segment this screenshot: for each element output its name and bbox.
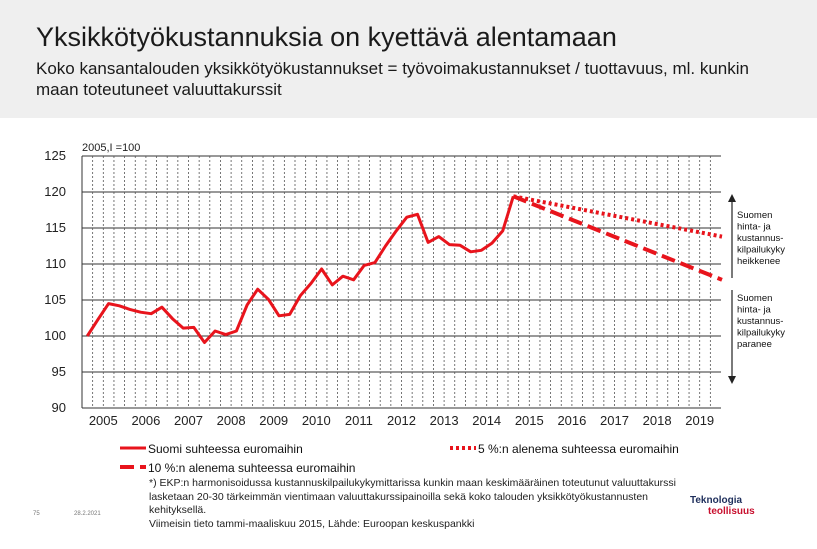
x-tick-label: 2014 [472,413,501,428]
annotation-text-worse: kustannus- [737,233,783,244]
annotation-text-worse: heikkenee [737,256,780,267]
slide-number: 75 [33,511,40,517]
x-tick-label: 2019 [685,413,714,428]
annotation-text-better: kilpailukyky [737,328,785,339]
slide-date: 28.2.2021 [74,511,101,517]
page-subtitle: Koko kansantalouden yksikkötyökustannuks… [36,59,749,99]
annotation-text-better: Suomen [737,293,772,304]
y-tick-label: 95 [52,364,66,379]
annotation-text-worse: Suomen [737,210,772,221]
footnote-line: lasketaan 20-30 tärkeimmän vientimaan va… [149,490,649,503]
x-tick-label: 2006 [131,413,160,428]
annotation-text-better: paranee [737,339,772,350]
footnote-line: kehityksellä. [149,504,207,516]
x-tick-label: 2005 [89,413,118,428]
y-tick-label: 115 [45,220,66,235]
footnote: *) EKP:n harmonisoidussa kustannuskilpai… [149,477,677,531]
y-tick-label: 90 [52,400,66,415]
legend-label: Suomi suhteessa euromaihin [148,442,303,456]
y-tick-label: 125 [44,148,66,163]
annotation-text-worse: hinta- ja [737,222,772,233]
logo-line-2: teollisuus [708,506,755,517]
series-line-dotted [512,194,723,239]
page-title: Yksikkötyökustannuksia on kyettävä alent… [36,22,617,52]
y-tick-label: 100 [44,328,66,343]
x-tick-label: 2011 [345,413,373,428]
x-tick-label: 2016 [557,413,586,428]
chart-area: 125 120 115 110 105 100 95 90 2005 2006 2007 2008 20… [0,118,817,544]
y-tick-label: 110 [45,256,66,271]
x-tick-label: 2015 [515,413,544,428]
y-tick-label: 105 [44,292,66,307]
x-tick-label: 2008 [217,413,246,428]
x-tick-label: 2010 [302,413,331,428]
series-line-solid [86,195,515,344]
footnote-line: Viimeisin tieto tammi-maaliskuu 2015, Lä… [149,517,475,530]
x-tick-label: 2009 [259,413,288,428]
x-tick-label: 2013 [430,413,459,428]
series-line-dashed [512,194,723,282]
index-label: 2005,I =100 [82,142,140,154]
legend-label: 5 %:n alenema suhteessa euromaihin [478,442,679,456]
header-band: Yksikkötyökustannuksia on kyettävä alent… [0,0,817,118]
x-tick-label: 2007 [174,413,203,428]
annotation-text-better: hinta- ja [737,305,772,316]
legend-label: 10 %:n alenema suhteessa euromaihin [148,461,355,475]
annotation-text-worse: kilpailukyky [737,245,785,256]
x-tick-label: 2018 [643,413,672,428]
line-chart: 125 120 115 110 105 100 95 90 2005 2006 2007 2008 20… [44,142,785,475]
footnote-line: *) EKP:n harmonisoidussa kustannuskilpai… [149,477,677,489]
y-tick-label: 120 [44,184,66,199]
teknologiateollisuus-logo: Teknologia teollisuus [690,495,755,517]
logo-line-1: Teknologia [690,495,743,506]
annotation-text-better: kustannus- [737,316,783,327]
x-tick-label: 2012 [387,413,416,428]
x-tick-label: 2017 [600,413,629,428]
